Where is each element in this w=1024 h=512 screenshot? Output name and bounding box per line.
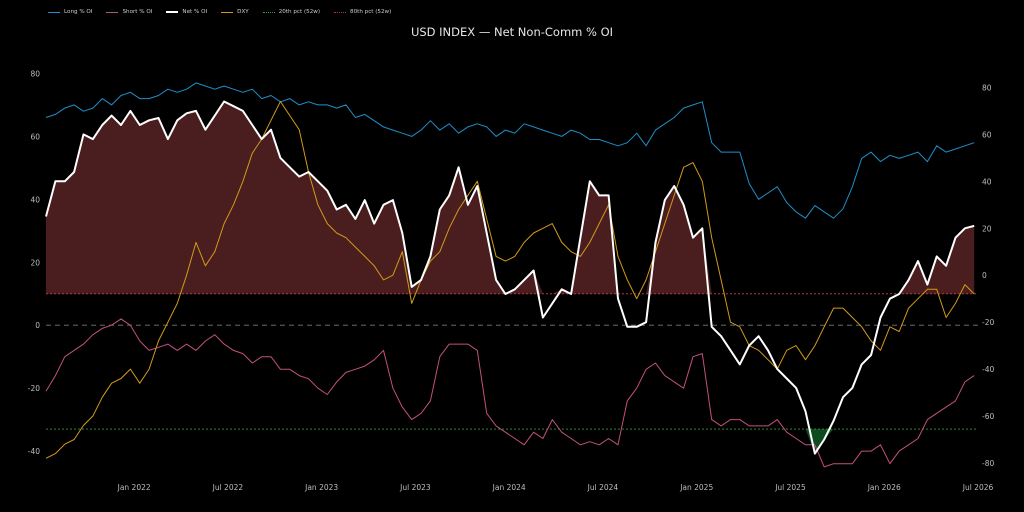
legend-swatch-dxy [221,11,234,13]
net-above-80th-fill [46,101,975,294]
left-axis-tick-label: 80 [30,69,40,78]
legend-swatch-p20 [262,11,275,13]
chart-title: USD INDEX — Net Non-Comm % OI [410,25,614,39]
legend-item-dxy: DXY [221,9,249,15]
legend-label-short: Short % OI [122,9,153,15]
series-line-long-oi [45,82,975,219]
left-axis-tick-label: 0 [35,321,40,330]
legend-item-long: Long % OI [48,9,92,15]
right-axis-tick-label: 60 [982,130,992,139]
legend-item-net: Net % OI [166,9,207,15]
x-axis-tick-label: Jul 2026 [962,483,994,492]
right-axis-tick-label: -40 [982,365,994,374]
x-axis-tick-label: Jul 2022 [212,483,244,492]
right-axis-tick-label: 40 [982,177,992,186]
left-axis-tick-label: -40 [28,447,40,456]
right-axis-tick-label: 0 [982,271,987,280]
legend-swatch-short [106,11,119,13]
left-axis-tick-label: 60 [30,132,40,141]
left-axis-tick-label: -20 [28,384,40,393]
x-axis-tick-label: Jan 2023 [304,483,338,492]
chart-legend: Long % OI Short % OI Net % OI DXY 20th p… [48,9,391,15]
legend-label-p20: 20th pct (52w) [278,9,321,15]
x-axis-tick-label: Jan 2024 [492,483,526,492]
x-axis-tick-label: Jan 2022 [117,483,151,492]
x-axis-tick-label: Jul 2025 [774,483,806,492]
net-below-20th-fill [46,429,975,454]
legend-item-p80: 80th pct (52w) [334,9,391,15]
series-line-dxy [45,101,975,459]
legend-label-net: Net % OI [182,9,208,15]
left-axis-tick-label: 20 [30,258,40,267]
right-axis-tick-label: 20 [982,224,992,233]
left-axis-tick-label: 40 [30,195,40,204]
legend-swatch-p80 [334,11,347,13]
right-axis-tick-label: -80 [982,459,994,468]
series-line-net-oi [45,100,975,455]
legend-item-short: Short % OI [106,9,152,15]
legend-label-p80: 80th pct (52w) [350,9,392,15]
legend-swatch-net [166,11,179,13]
right-axis-tick-label: -20 [982,318,994,327]
x-axis-tick-label: Jul 2023 [399,483,431,492]
legend-label-long: Long % OI [64,9,93,15]
series-line-short-oi [45,318,975,468]
right-axis-tick-label: -60 [982,412,994,421]
legend-item-p20: 20th pct (52w) [262,9,321,15]
x-axis-tick-label: Jan 2026 [867,483,901,492]
right-axis-tick-label: 80 [982,83,992,92]
x-axis-tick-label: Jul 2024 [587,483,619,492]
legend-swatch-long [48,11,60,13]
legend-label-dxy: DXY [237,9,249,15]
x-axis-tick-label: Jan 2025 [679,483,713,492]
